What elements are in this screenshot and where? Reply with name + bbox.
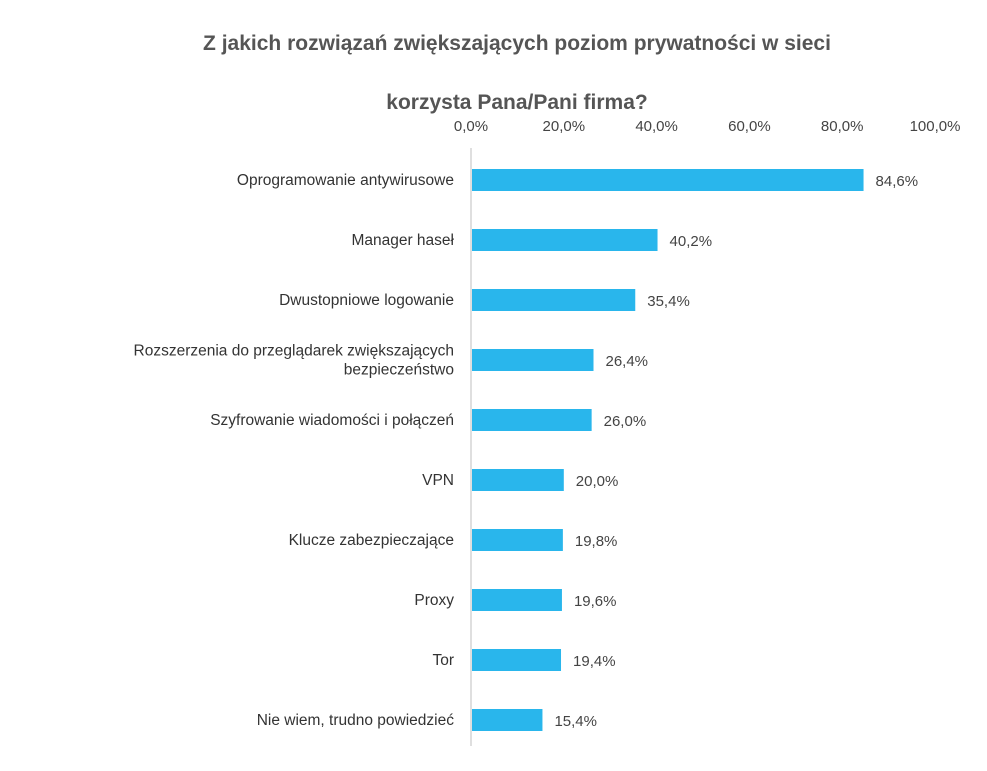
bar <box>472 409 592 431</box>
x-tick-label: 20,0% <box>543 118 586 135</box>
bar <box>472 289 636 311</box>
category-label: Dwustopniowe logowanie <box>279 292 454 309</box>
x-tick-label: 80,0% <box>821 118 864 135</box>
bar <box>472 589 562 611</box>
value-label: 20,0% <box>576 473 619 490</box>
category-label: bezpieczeństwo <box>344 362 454 379</box>
value-label: 84,6% <box>876 173 919 190</box>
category-label: Klucze zabezpieczające <box>289 532 454 549</box>
value-label: 35,4% <box>647 293 690 310</box>
bar <box>472 349 594 371</box>
x-tick-label: 60,0% <box>728 118 771 135</box>
x-tick-label: 40,0% <box>635 118 678 135</box>
category-label: Szyfrowanie wiadomości i połączeń <box>210 412 454 429</box>
bar <box>472 529 563 551</box>
value-label: 26,4% <box>605 353 648 370</box>
bar <box>472 469 564 491</box>
value-label: 19,6% <box>574 593 617 610</box>
category-label: Nie wiem, trudno powiedzieć <box>257 712 455 729</box>
category-label: Tor <box>432 652 454 669</box>
category-label: Rozszerzenia do przeglądarek zwiększając… <box>134 343 454 360</box>
value-labels: 84,6% 40,2% 35,4% 26,4% 26,0% 20,0% 19,8% 19,6%… <box>554 173 918 730</box>
bar <box>472 229 658 251</box>
x-tick-label: 0,0% <box>454 118 488 135</box>
chart-title-line-1: Z jakich rozwiązań zwiększających poziom… <box>203 32 831 55</box>
bar <box>472 169 864 191</box>
category-label: VPN <box>422 472 454 489</box>
category-labels: Oprogramowanie antywirusowe Manager haseł… <box>134 172 455 729</box>
category-label: Proxy <box>414 592 454 609</box>
category-label: Oprogramowanie antywirusowe <box>237 172 454 189</box>
value-label: 15,4% <box>554 713 597 730</box>
bars <box>472 169 864 731</box>
x-axis-ticks: 0,0% 20,0% 40,0% 60,0% 80,0% 100,0% <box>454 118 961 135</box>
bar <box>472 649 562 671</box>
chart-title-line-2: korzysta Pana/Pani firma? <box>386 91 648 114</box>
value-label: 40,2% <box>670 233 713 250</box>
x-tick-label: 100,0% <box>910 118 961 135</box>
value-label: 19,4% <box>573 653 616 670</box>
value-label: 19,8% <box>575 533 618 550</box>
category-label: Manager haseł <box>351 232 454 249</box>
bar <box>472 709 543 731</box>
value-label: 26,0% <box>604 413 647 430</box>
